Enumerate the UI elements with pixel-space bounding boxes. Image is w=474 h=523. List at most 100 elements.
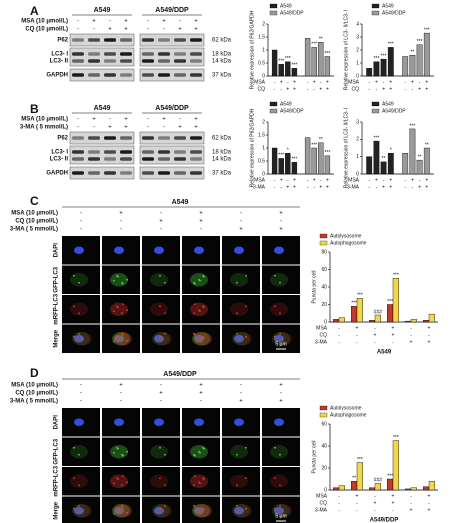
sign: - bbox=[77, 19, 79, 25]
bar bbox=[423, 320, 430, 323]
legend-swatch bbox=[371, 10, 380, 16]
cell-signal bbox=[270, 273, 288, 287]
puncta bbox=[159, 446, 161, 449]
cell-signal bbox=[194, 332, 212, 346]
puncta bbox=[194, 454, 196, 457]
sign: + bbox=[108, 125, 112, 131]
sign: + bbox=[428, 507, 431, 513]
scale-bar-label: 5 μm bbox=[275, 513, 286, 519]
puncta bbox=[159, 335, 161, 338]
y-tick-label: 3 bbox=[356, 34, 359, 40]
sign: + bbox=[418, 86, 421, 92]
puncta bbox=[199, 310, 201, 313]
bar bbox=[380, 58, 387, 77]
legend-swatch bbox=[319, 233, 328, 239]
band bbox=[174, 157, 186, 161]
micrograph bbox=[262, 437, 300, 466]
y-tick-label: 2 bbox=[262, 21, 265, 27]
cell-signal bbox=[74, 507, 84, 515]
cell-signal bbox=[110, 445, 128, 459]
puncta bbox=[194, 333, 196, 336]
puncta bbox=[199, 512, 201, 515]
puncta bbox=[121, 484, 123, 487]
cell-signal bbox=[152, 504, 170, 518]
puncta bbox=[117, 478, 119, 481]
y-tick-label: 20 bbox=[321, 302, 327, 308]
micrograph bbox=[182, 265, 220, 294]
sign: + bbox=[418, 184, 421, 190]
bar bbox=[373, 140, 380, 175]
puncta bbox=[78, 504, 80, 507]
sign: - bbox=[80, 219, 82, 225]
significance: *** bbox=[387, 473, 393, 479]
cell-signal bbox=[154, 335, 164, 343]
stain-label: GFP-LC3 bbox=[54, 438, 60, 464]
sign: + bbox=[382, 86, 385, 92]
sign: + bbox=[411, 79, 414, 85]
sign: + bbox=[124, 19, 128, 25]
band-size: 62 kDa bbox=[212, 38, 232, 44]
group-header: A549 bbox=[94, 105, 111, 112]
y-tick-label: 1 bbox=[356, 154, 359, 160]
stain-label: DAPI bbox=[54, 415, 60, 430]
band-name: P62 bbox=[57, 38, 68, 44]
blot-membrane bbox=[69, 33, 135, 47]
band bbox=[72, 136, 84, 140]
sign: - bbox=[412, 184, 414, 190]
legend-label: Autolysosome bbox=[330, 233, 362, 239]
puncta bbox=[113, 482, 115, 485]
micrograph bbox=[62, 295, 100, 324]
bar bbox=[324, 56, 331, 77]
sign: - bbox=[419, 177, 421, 183]
cell-signal bbox=[114, 246, 124, 254]
sign: + bbox=[159, 219, 163, 225]
sign: - bbox=[404, 79, 406, 85]
significance: *** bbox=[387, 299, 393, 305]
sign: + bbox=[389, 86, 392, 92]
band-name: LC3- I bbox=[51, 52, 68, 58]
band-size: 62 kDa bbox=[212, 136, 232, 142]
cell-signal bbox=[70, 273, 88, 287]
cell-signal bbox=[154, 246, 164, 254]
significance: *** bbox=[393, 435, 399, 441]
micrograph bbox=[222, 265, 260, 294]
micrograph bbox=[262, 295, 300, 324]
stain-label: DAPI bbox=[54, 243, 60, 258]
cell-signal bbox=[112, 332, 130, 346]
puncta bbox=[73, 507, 75, 510]
condition-label: MSA bbox=[348, 177, 360, 183]
band bbox=[174, 38, 186, 42]
sign: + bbox=[356, 325, 359, 331]
puncta bbox=[126, 339, 128, 342]
sign: + bbox=[410, 339, 413, 345]
cell-signal bbox=[230, 445, 248, 459]
sign: - bbox=[274, 184, 276, 190]
sign: - bbox=[338, 325, 340, 331]
bar bbox=[311, 147, 317, 175]
significance: *** bbox=[285, 56, 291, 62]
significance: *** bbox=[357, 457, 363, 463]
cell-signal bbox=[190, 302, 208, 316]
significance: *** bbox=[373, 135, 379, 141]
sign: + bbox=[356, 493, 359, 499]
sign: + bbox=[199, 211, 203, 217]
band bbox=[88, 150, 100, 154]
panel-label: B bbox=[30, 102, 39, 116]
sign: + bbox=[194, 117, 198, 123]
cell-signal bbox=[194, 418, 204, 426]
y-tick-label: 1 bbox=[262, 145, 265, 151]
bar bbox=[423, 486, 430, 491]
significance: *** bbox=[357, 293, 363, 299]
micrograph bbox=[102, 295, 140, 324]
bar bbox=[366, 67, 373, 77]
band bbox=[190, 59, 202, 63]
sign: + bbox=[280, 177, 283, 183]
band bbox=[158, 73, 170, 77]
bar bbox=[387, 304, 394, 323]
sign: - bbox=[93, 27, 95, 33]
puncta bbox=[245, 446, 247, 449]
significance: ** bbox=[418, 154, 422, 160]
sign: - bbox=[404, 86, 406, 92]
sign: - bbox=[338, 339, 340, 345]
sign: - bbox=[280, 219, 282, 225]
